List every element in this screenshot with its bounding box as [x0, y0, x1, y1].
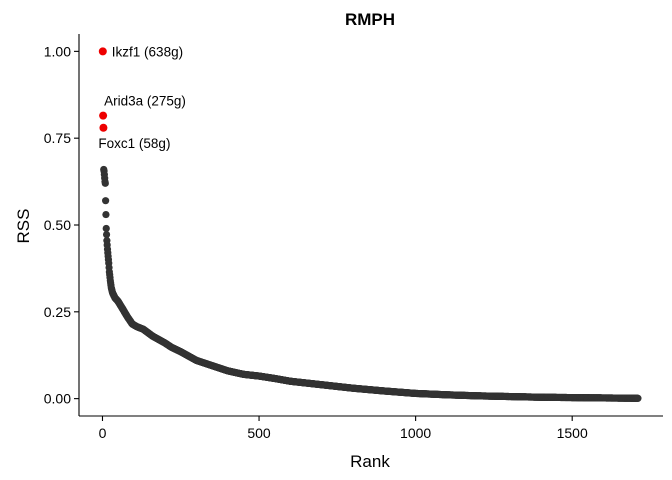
x-tick-label: 0	[99, 425, 107, 441]
y-tick-label: 0.75	[44, 130, 71, 146]
y-axis-ticks: 0.00 0.25 0.50 0.75 1.00	[44, 43, 79, 407]
x-tick-label: 1000	[400, 425, 431, 441]
data-point	[101, 179, 109, 187]
y-tick-label: 0.00	[44, 391, 71, 407]
highlighted-point	[99, 111, 108, 120]
highlighted-point	[99, 123, 108, 132]
chart-title: RMPH	[345, 10, 395, 29]
data-points	[100, 165, 642, 402]
highlighted-point	[98, 47, 107, 56]
data-point	[102, 224, 110, 233]
x-axis-ticks: 0 500 1000 1500	[99, 416, 588, 441]
y-tick-label: 0.25	[44, 304, 71, 320]
point-annotation: Arid3a (275g)	[104, 94, 186, 109]
highlighted-points	[98, 47, 108, 132]
point-annotation: Foxc1 (58g)	[98, 136, 170, 151]
data-point	[634, 394, 642, 402]
data-point	[102, 210, 110, 219]
x-axis-label: Rank	[350, 452, 390, 471]
y-tick-label: 1.00	[44, 43, 71, 59]
y-axis-label: RSS	[14, 209, 33, 244]
point-annotations: Ikzf1 (638g) Arid3a (275g) Foxc1 (58g)	[98, 44, 186, 150]
y-tick-label: 0.50	[44, 217, 71, 233]
x-tick-label: 500	[247, 425, 271, 441]
x-tick-label: 1500	[557, 425, 588, 441]
data-point	[102, 230, 111, 239]
point-annotation: Ikzf1 (638g)	[112, 44, 183, 59]
data-point	[102, 197, 110, 205]
